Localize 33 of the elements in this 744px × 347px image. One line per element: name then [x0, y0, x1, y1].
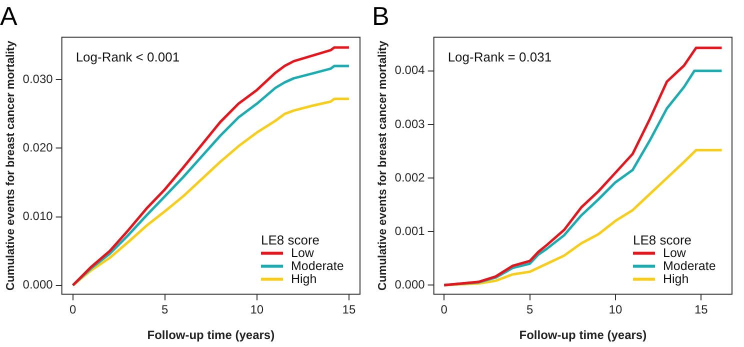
chart-title: A: [0, 0, 18, 31]
y-tick-label: 0.002: [394, 170, 426, 184]
x-tick-label: 15: [342, 302, 356, 317]
chart-title: B: [372, 0, 390, 31]
x-tick-label: 15: [694, 302, 708, 317]
y-tick-label: 0.004: [394, 63, 426, 78]
y-axis-title: Cumulative events for breast cancer mortality: [377, 40, 390, 291]
y-tick-label: 0.030: [22, 72, 54, 86]
x-axis-title: Follow-up time (years): [519, 328, 647, 342]
legend-label: Low: [663, 246, 687, 260]
legend-title: LE8 score: [633, 232, 692, 248]
x-tick-label: 10: [608, 302, 622, 317]
y-axis-title: Cumulative events for breast cancer mortality: [5, 40, 18, 291]
legend-label: Moderate: [291, 258, 344, 273]
legend-label: High: [663, 272, 689, 286]
annotation: Log-Rank = 0.031: [448, 49, 552, 64]
legend-title: LE8 score: [261, 232, 320, 248]
legend-label: Moderate: [663, 258, 716, 273]
y-tick-label: 0.001: [394, 224, 426, 238]
x-tick-label: 0: [440, 302, 448, 317]
y-tick-label: 0.003: [394, 116, 426, 131]
y-tick-label: 0.000: [22, 278, 54, 292]
y-tick-label: 0.010: [22, 209, 54, 224]
x-tick-label: 0: [70, 302, 77, 317]
annotation: Log-Rank < 0.001: [76, 49, 180, 64]
x-tick-label: 5: [526, 302, 534, 317]
legend-label: Low: [291, 246, 315, 260]
y-tick-label: 0.020: [22, 140, 54, 155]
legend-label: High: [291, 272, 317, 286]
y-tick-label: 0.000: [394, 277, 426, 292]
x-tick-label: 5: [162, 302, 169, 317]
x-axis-title: Follow-up time (years): [147, 328, 275, 342]
x-tick-label: 10: [250, 302, 264, 317]
